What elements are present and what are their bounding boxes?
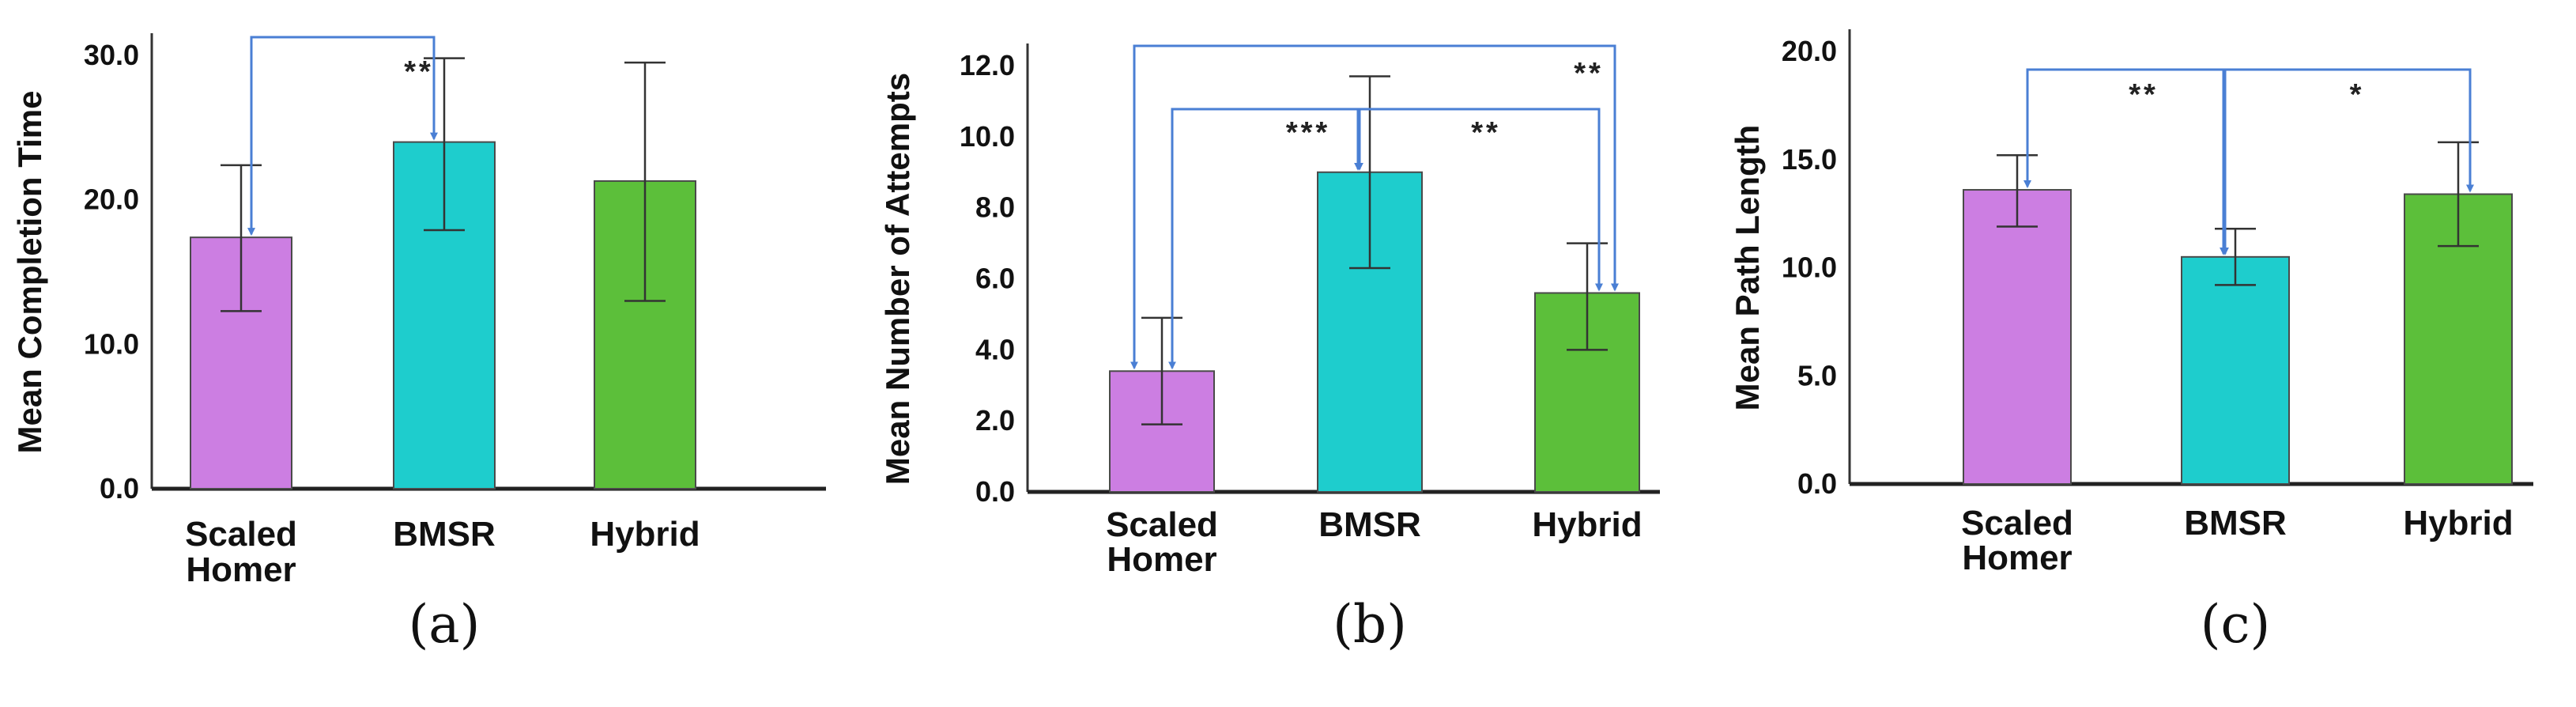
- category-label: BMSR: [2184, 504, 2287, 543]
- chart-panel-b: 0.0 2.0 4.0 6.0 8.0 10.0 12.0 Mean Number of At…: [879, 43, 1660, 655]
- category-label: Homer: [186, 550, 296, 589]
- bar: [1963, 189, 2072, 485]
- significance-bracket: **: [2023, 68, 2229, 255]
- y-tick-label: 0.0: [100, 472, 139, 505]
- chart-panel-c: 0.0 5.0 10.0 15.0 20.0 Mean Path Length Scaled…: [1729, 29, 2533, 655]
- y-tick-label: 2.0: [975, 404, 1015, 437]
- y-tick-label: 5.0: [1797, 359, 1837, 391]
- category-label: Scaled: [1961, 504, 2073, 543]
- y-axis-title: Mean Path Length: [1729, 125, 1766, 411]
- error-bar: [1997, 154, 2038, 228]
- significance-bracket: ***: [1168, 108, 1363, 370]
- category-label: Homer: [1962, 539, 2072, 577]
- error-bar: [2438, 141, 2479, 248]
- chart-panel-a: 0.0 10.0 20.0 30.0 Mean Completion Time Scale…: [11, 33, 826, 655]
- y-tick-label: 6.0: [975, 263, 1015, 295]
- y-tick-label: 10.0: [84, 327, 139, 360]
- y-tick-label: 20.0: [84, 183, 139, 216]
- category-label: BMSR: [393, 515, 496, 554]
- bar: [2181, 255, 2290, 485]
- error-bar: [424, 57, 465, 232]
- y-tick-label: 12.0: [960, 49, 1015, 81]
- category-label: Scaled: [1106, 505, 1218, 544]
- y-tick-label: 4.0: [975, 333, 1015, 365]
- category-label: Homer: [1107, 540, 1216, 579]
- y-axis-title: Mean Completion Time: [11, 91, 48, 454]
- y-tick-label: 10.0: [1782, 251, 1837, 284]
- category-label: Hybrid: [1532, 505, 1642, 544]
- y-tick-label: 10.0: [960, 120, 1015, 153]
- significance-label: **: [2129, 78, 2159, 112]
- significance-label: *: [2350, 78, 2365, 112]
- y-tick-label: 15.0: [1782, 143, 1837, 176]
- category-label: Hybrid: [590, 515, 700, 554]
- significance-label: **: [404, 55, 434, 89]
- significance-bracket: **: [1354, 108, 1603, 292]
- y-tick-label: 20.0: [1782, 35, 1837, 67]
- category-label: Scaled: [185, 515, 297, 554]
- error-bar: [624, 61, 666, 302]
- error-bar: [1567, 242, 1608, 351]
- error-bar: [1141, 316, 1182, 425]
- error-bar: [221, 164, 262, 312]
- category-label: BMSR: [1318, 505, 1421, 544]
- significance-bracket: **: [247, 36, 438, 236]
- significance-label: ***: [1286, 116, 1330, 149]
- category-label: Hybrid: [2403, 504, 2513, 543]
- significance-bracket: *: [2220, 68, 2474, 255]
- y-tick-label: 30.0: [84, 39, 139, 71]
- significance-label: **: [1574, 57, 1604, 90]
- panel-label: (a): [409, 594, 481, 655]
- panel-label: (b): [1333, 594, 1407, 655]
- panel-label: (c): [2201, 594, 2270, 655]
- significance-bracket: **: [1130, 44, 1619, 370]
- y-tick-label: 0.0: [975, 475, 1015, 508]
- significance-label: **: [1471, 116, 1501, 149]
- y-axis-title: Mean Number of Attempts: [879, 73, 916, 485]
- y-tick-label: 0.0: [1797, 467, 1837, 500]
- y-tick-label: 8.0: [975, 191, 1015, 224]
- error-bar: [2215, 228, 2256, 286]
